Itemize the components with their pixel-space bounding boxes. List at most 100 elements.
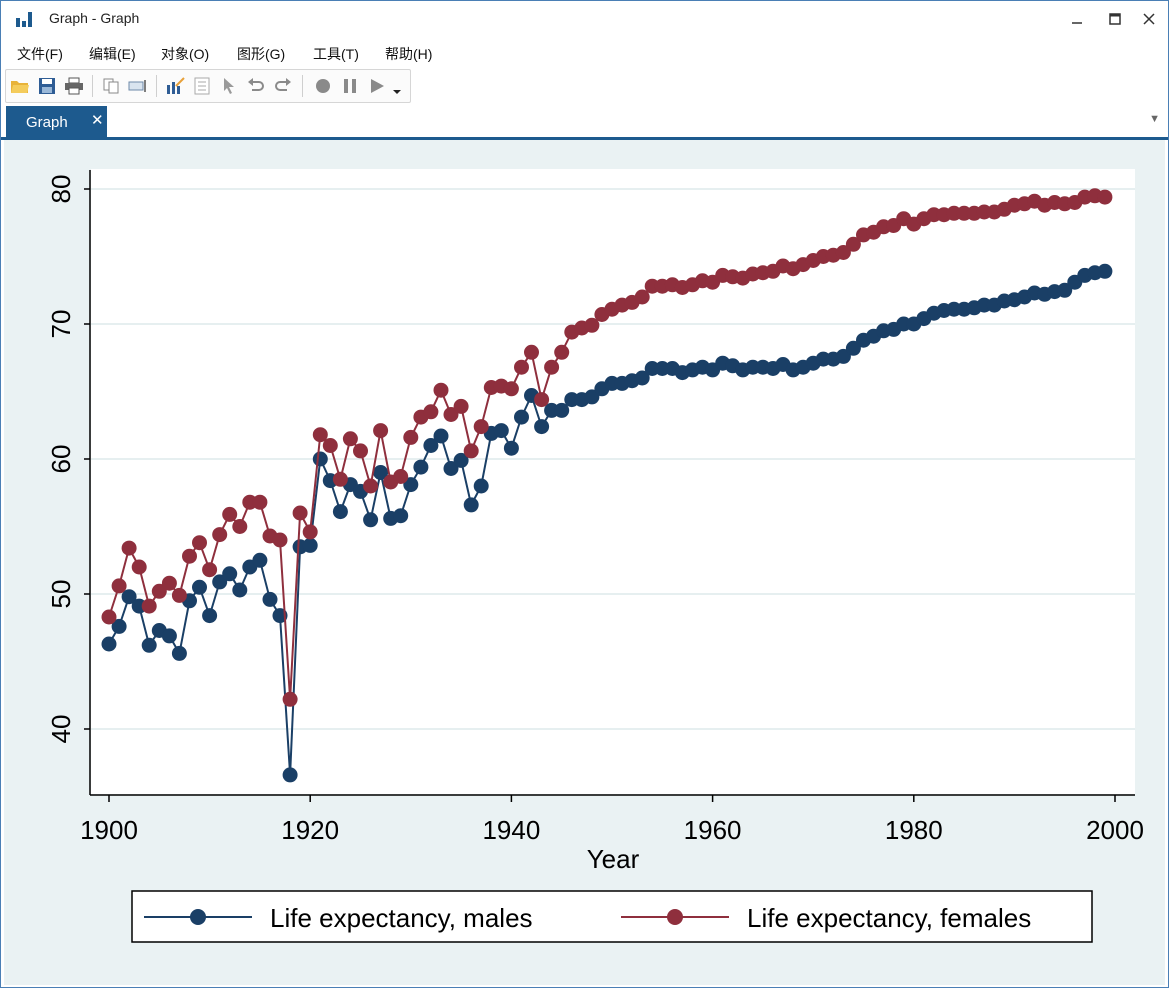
save-button[interactable] <box>36 75 58 97</box>
data-point <box>121 540 137 556</box>
pause-button[interactable] <box>339 75 361 97</box>
data-point <box>463 497 479 513</box>
data-point <box>252 494 268 510</box>
data-point <box>584 317 600 333</box>
close-icon[interactable]: ✕ <box>91 112 104 129</box>
data-point <box>554 402 570 418</box>
data-point <box>282 767 298 783</box>
x-tick-label: 1900 <box>80 815 138 845</box>
menu-graph[interactable]: 图形(G) <box>237 46 286 62</box>
printer-icon <box>65 77 83 95</box>
minimize-icon <box>1072 22 1082 24</box>
data-point <box>363 478 379 494</box>
data-point <box>1057 282 1073 298</box>
data-point <box>141 637 157 653</box>
play-dropdown-button[interactable] <box>390 75 404 97</box>
x-axis-title: Year <box>587 844 640 874</box>
open-button[interactable] <box>9 75 31 97</box>
data-point <box>161 628 177 644</box>
menu-edit[interactable]: 编辑(E) <box>89 46 136 62</box>
data-point <box>443 461 459 476</box>
rename-button[interactable] <box>127 75 149 97</box>
graph-editor-icon <box>167 77 185 94</box>
x-tick-label: 1920 <box>281 815 339 845</box>
data-point <box>845 340 861 356</box>
menu-bar: 文件(F) 编辑(E) 对象(O) 图形(G) 工具(T) 帮助(H) <box>1 39 1168 67</box>
data-point <box>252 552 268 568</box>
data-point <box>634 370 650 386</box>
data-point <box>232 519 248 534</box>
close-button[interactable] <box>1129 1 1169 37</box>
data-point <box>373 465 389 480</box>
data-point <box>302 524 318 540</box>
data-point <box>534 392 550 408</box>
toolbar-separator <box>302 75 303 97</box>
data-point <box>433 382 449 398</box>
data-point <box>514 359 529 375</box>
close-icon <box>1143 13 1155 25</box>
record-button[interactable] <box>312 75 334 97</box>
chevron-down-icon <box>393 90 401 94</box>
legend: Life expectancy, males Life expectancy, … <box>131 890 1093 943</box>
toolbar-separator <box>92 75 93 97</box>
data-point <box>463 443 479 459</box>
data-point <box>282 691 298 707</box>
data-point <box>222 566 238 582</box>
print-button[interactable] <box>63 75 85 97</box>
play-button[interactable] <box>366 75 388 97</box>
minimize-button[interactable] <box>1057 1 1097 37</box>
data-point <box>131 559 147 575</box>
data-point <box>171 645 187 661</box>
redo-button[interactable] <box>272 75 294 97</box>
title-bar: Graph - Graph <box>1 1 1168 37</box>
data-point <box>453 452 469 468</box>
data-point <box>514 409 529 425</box>
graph-editor-button[interactable] <box>164 75 186 97</box>
y-tick-label: 40 <box>46 715 76 744</box>
bar-chart-icon <box>16 12 32 27</box>
data-point <box>473 478 489 494</box>
tab-strip: Graph ✕ ▼ <box>1 105 1168 140</box>
data-point <box>433 428 449 444</box>
legend-label-males: Life expectancy, males <box>270 903 533 933</box>
data-point <box>393 469 409 484</box>
data-point <box>453 398 469 414</box>
data-point <box>202 608 218 624</box>
menu-file[interactable]: 文件(F) <box>17 46 63 62</box>
data-point <box>171 587 187 603</box>
data-point <box>101 609 117 625</box>
menu-tools[interactable]: 工具(T) <box>313 46 359 62</box>
data-point <box>845 236 861 252</box>
undo-button[interactable] <box>245 75 267 97</box>
data-point <box>423 438 439 453</box>
y-tick-label: 50 <box>46 580 76 609</box>
data-point <box>403 477 419 493</box>
menu-help[interactable]: 帮助(H) <box>385 46 433 62</box>
data-point <box>292 505 308 521</box>
legend-label-females: Life expectancy, females <box>747 903 1031 933</box>
data-point <box>222 506 238 522</box>
chevron-down-icon[interactable]: ▼ <box>1149 113 1160 125</box>
tab-graph[interactable]: Graph ✕ <box>6 106 107 137</box>
pointer-tool-button[interactable] <box>218 75 240 97</box>
play-icon <box>371 79 384 93</box>
legend-marker-males <box>190 909 206 925</box>
toolbar <box>5 69 411 103</box>
list-icon <box>194 77 210 95</box>
data-point <box>353 443 368 459</box>
data-point <box>182 548 197 564</box>
series-males <box>101 263 1113 783</box>
data-point <box>312 451 328 467</box>
data-point <box>534 419 550 435</box>
toolbar-separator <box>156 75 157 97</box>
maximize-button[interactable] <box>1095 1 1135 37</box>
menu-object[interactable]: 对象(O) <box>161 46 210 62</box>
data-point <box>443 407 459 422</box>
data-point <box>302 537 318 553</box>
graph-canvas: 40 50 60 70 80 1900 1920 1940 1960 1980 2000 Year … <box>4 140 1165 985</box>
object-browser-button[interactable] <box>191 75 213 97</box>
copy-button[interactable] <box>100 75 122 97</box>
series-females <box>101 188 1113 707</box>
data-point <box>332 471 348 487</box>
